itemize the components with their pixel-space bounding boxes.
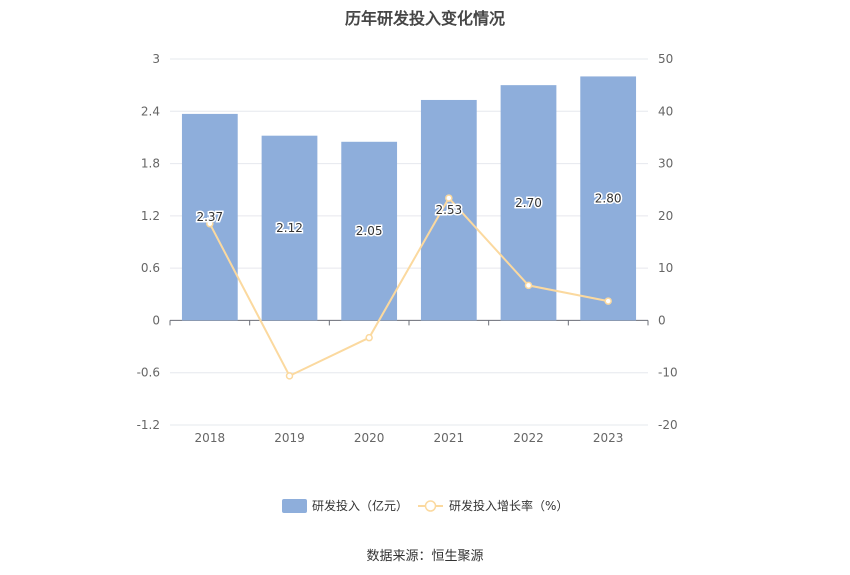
x-tick-label: 2020 [354, 431, 385, 445]
x-tick-label: 2023 [593, 431, 624, 445]
y-left-tick-label: 0.6 [141, 261, 160, 275]
legend-swatch-bar [282, 499, 307, 513]
bar-value-label: 2.53 [435, 203, 462, 217]
y-right-tick-label: 30 [658, 157, 673, 171]
y-right-tick-label: -20 [658, 418, 678, 432]
bar-value-label: 2.12 [276, 221, 303, 235]
bar-value-label: 2.05 [356, 224, 383, 238]
y-left-tick-label: -0.6 [137, 366, 160, 380]
grid-layer [170, 58, 648, 426]
y-right-tick-label: 20 [658, 209, 673, 223]
growth-point [206, 219, 214, 228]
bar [341, 141, 398, 321]
growth-point [285, 372, 294, 380]
growth-point [365, 333, 373, 342]
y-right-tick-label: 0 [658, 313, 666, 327]
bar [580, 76, 637, 321]
growth-point [604, 297, 612, 305]
growth-point [445, 194, 453, 202]
y-left-tick-label: 3 [152, 52, 160, 66]
x-tick-label: 2018 [195, 431, 226, 445]
legend[interactable]: 研发投入（亿元） 研发投入增长率（%） [282, 498, 568, 513]
legend-label-line: 研发投入增长率（%） [449, 498, 568, 513]
legend-item-bar[interactable]: 研发投入（亿元） [282, 498, 408, 513]
bar-value-label: 2.70 [515, 196, 542, 210]
line-layer [206, 194, 612, 380]
chart-title: 历年研发投入变化情况 [344, 9, 505, 28]
y-left-tick-label: 1.8 [141, 157, 160, 171]
bar [500, 85, 557, 321]
x-tick-label: 2021 [434, 431, 465, 445]
legend-swatch-marker [424, 500, 437, 512]
legend-item-line[interactable]: 研发投入增长率（%） [418, 498, 568, 513]
y-left-tick-label: 0 [152, 313, 160, 327]
bar [261, 135, 318, 321]
label-layer: 2.37 2.12 2.05 2.53 2.70 2.80 [195, 190, 623, 240]
x-tick-label: 2022 [513, 431, 544, 445]
bar [181, 113, 238, 321]
y-left-tick-label: 1.2 [141, 209, 160, 223]
bar [420, 99, 477, 321]
y-right-tick-label: 50 [658, 52, 673, 66]
growth-point [524, 281, 533, 290]
source-note: 数据来源：恒生聚源 [366, 549, 484, 564]
bar-value-label: 2.37 [196, 210, 223, 224]
axis-layer: 3 50 2.4 40 1.8 30 1.2 20 0.6 10 0 0 -0.6 -10 -1.2 -20 2… [137, 52, 678, 445]
y-right-tick-label: -10 [658, 366, 678, 380]
growth-line [208, 196, 609, 378]
y-left-tick-label: -1.2 [137, 418, 160, 432]
y-right-tick-label: 10 [658, 261, 673, 275]
bar-value-label: 2.80 [595, 191, 622, 205]
x-tick-label: 2019 [274, 431, 305, 445]
y-left-tick-label: 2.4 [141, 104, 160, 118]
bar-layer [181, 76, 637, 321]
y-right-tick-label: 40 [658, 104, 673, 118]
legend-label-bar: 研发投入（亿元） [312, 498, 408, 513]
